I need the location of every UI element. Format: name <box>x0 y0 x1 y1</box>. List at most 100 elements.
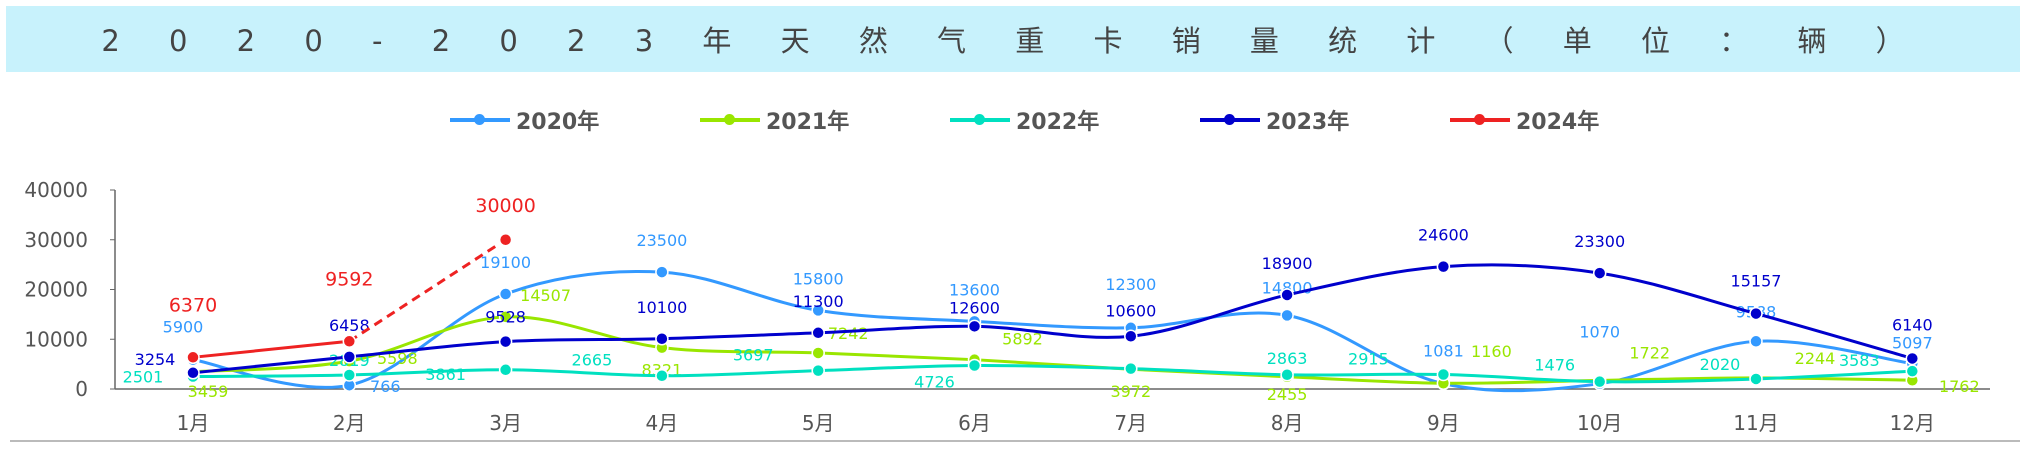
data-label: 1160 <box>1471 342 1512 361</box>
series-line-2023年 <box>192 263 1913 375</box>
legend-swatch-2022 <box>950 114 1010 125</box>
x-tick-label: 11月 <box>1733 411 1778 435</box>
data-label: 23300 <box>1574 232 1625 251</box>
x-tick-label: 2月 <box>333 411 366 435</box>
data-label: 3697 <box>733 346 774 365</box>
data-point <box>186 350 200 365</box>
x-tick-label: 7月 <box>1114 411 1147 435</box>
data-label: 15157 <box>1731 272 1782 291</box>
legend-label: 2023年 <box>1266 110 1350 135</box>
y-tick-label: 0 <box>75 377 88 401</box>
data-label: 9592 <box>325 268 373 290</box>
data-point <box>1124 329 1138 344</box>
y-tick-label: 10000 <box>24 327 88 351</box>
data-label: 7242 <box>828 324 869 343</box>
data-point <box>1592 266 1607 280</box>
data-point <box>655 368 669 383</box>
data-point <box>186 366 200 380</box>
legend-item-2022[interactable]: 2022年 <box>950 104 1099 136</box>
data-point <box>1749 306 1763 321</box>
data-label: 3254 <box>135 350 176 369</box>
data-point <box>1124 361 1138 376</box>
data-point <box>655 265 669 279</box>
legend-swatch-2020 <box>450 114 510 125</box>
data-label: 19100 <box>480 253 531 272</box>
data-label: 6458 <box>329 316 370 335</box>
data-label: 3583 <box>1839 351 1880 370</box>
bottom-divider <box>10 440 2020 442</box>
chart-title: 2 0 2 0 - 2 0 2 3 年 天 然 气 重 卡 销 量 统 计 （ … <box>101 24 1925 58</box>
data-label: 15800 <box>793 269 844 288</box>
data-point <box>498 287 513 301</box>
data-point <box>342 350 357 364</box>
x-tick-label: 12月 <box>1890 411 1935 435</box>
legend-swatch-2021 <box>700 114 760 125</box>
data-point <box>1592 374 1607 389</box>
data-label: 1081 <box>1423 342 1464 361</box>
series-line-2022年 <box>192 363 1913 384</box>
data-point <box>811 363 825 378</box>
data-label: 1762 <box>1939 377 1980 396</box>
data-label: 2244 <box>1795 349 1836 368</box>
data-label: 2501 <box>123 368 164 387</box>
y-tick-label: 30000 <box>24 228 88 252</box>
legend-item-2024[interactable]: 2024年 <box>1450 104 1599 136</box>
data-point <box>1280 308 1294 323</box>
data-point <box>1436 367 1451 382</box>
data-point <box>342 368 357 382</box>
data-label: 1070 <box>1579 323 1620 342</box>
data-point <box>967 319 982 334</box>
data-point <box>655 332 669 346</box>
data-label: 1722 <box>1629 343 1670 362</box>
data-point <box>1905 351 1920 366</box>
legend-item-2020[interactable]: 2020年 <box>450 104 599 136</box>
data-label: 6140 <box>1892 315 1933 334</box>
series-line-2021年 <box>192 315 1913 385</box>
data-point <box>811 346 825 360</box>
x-tick-label: 1月 <box>177 411 210 435</box>
data-label: 5900 <box>163 318 204 337</box>
data-label: 24600 <box>1418 226 1469 245</box>
data-label: 766 <box>370 377 401 396</box>
series-line-dashed-2024年 <box>348 238 507 343</box>
data-label: 5892 <box>1002 330 1043 349</box>
x-tick-label: 8月 <box>1271 411 1304 435</box>
legend-item-2021[interactable]: 2021年 <box>700 104 849 136</box>
data-label: 30000 <box>475 195 535 217</box>
data-label: 10600 <box>1105 301 1156 320</box>
x-tick-label: 6月 <box>958 411 991 435</box>
y-tick-label: 40000 <box>24 178 88 202</box>
data-label: 1476 <box>1534 356 1575 375</box>
legend-label: 2022年 <box>1016 110 1100 135</box>
data-point <box>811 303 825 318</box>
data-point <box>967 358 982 373</box>
data-label: 10100 <box>636 298 687 317</box>
data-point <box>498 363 513 377</box>
data-label: 23500 <box>636 231 687 250</box>
title-band: 2 0 2 0 - 2 0 2 3 年 天 然 气 重 卡 销 量 统 计 （ … <box>6 6 2020 72</box>
data-label: 18900 <box>1262 254 1313 273</box>
data-label: 2665 <box>572 351 613 370</box>
data-point <box>1280 288 1294 302</box>
x-tick-label: 10月 <box>1577 411 1622 435</box>
data-point <box>1749 372 1763 386</box>
x-tick-label: 9月 <box>1427 411 1460 435</box>
data-point <box>1749 334 1763 349</box>
data-label: 3972 <box>1110 382 1151 401</box>
data-label: 14507 <box>520 286 571 305</box>
data-label: 12300 <box>1105 275 1156 294</box>
x-tick-label: 3月 <box>489 411 522 435</box>
legend-label: 2020年 <box>516 110 600 135</box>
data-point <box>1280 368 1294 382</box>
data-label: 3861 <box>425 365 466 384</box>
legend: 2020年 2021年 2022年 2023年 2024年 <box>0 104 2028 138</box>
y-tick-label: 20000 <box>24 278 88 302</box>
legend-label: 2021年 <box>766 110 850 135</box>
legend-swatch-2023 <box>1200 114 1260 125</box>
data-label: 6370 <box>169 294 217 316</box>
legend-item-2023[interactable]: 2023年 <box>1200 104 1349 136</box>
legend-label: 2024年 <box>1516 110 1600 135</box>
data-point <box>1905 364 1920 378</box>
data-label: 3459 <box>188 382 229 401</box>
data-point <box>811 326 825 340</box>
